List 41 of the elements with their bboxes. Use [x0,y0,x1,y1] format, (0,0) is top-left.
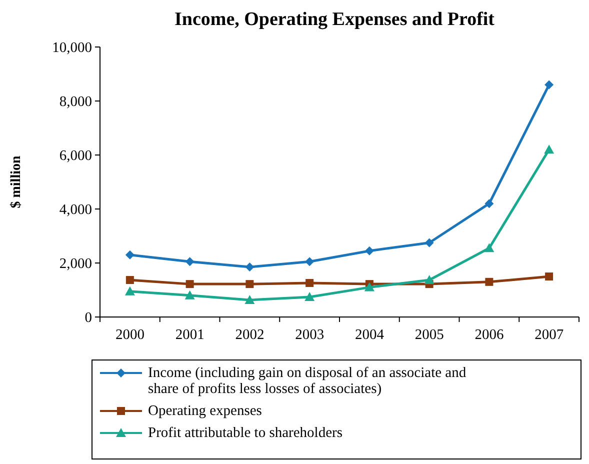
point [544,144,554,154]
legend-label: Profit attributable to shareholders [148,425,343,441]
point [125,250,134,260]
chart-title: Income, Operating Expenses and Profit [174,9,496,30]
point [364,282,374,292]
y-tick-label: 6,000 [59,148,92,164]
point [545,272,554,280]
point [246,280,254,288]
x-tick-label: 2005 [414,327,444,343]
point [186,280,194,288]
point [424,238,434,248]
x-tick-label: 2006 [474,327,504,343]
point [306,278,314,287]
point [244,294,255,304]
point [544,80,554,90]
y-tick-label: 10,000 [52,40,92,56]
y-axis-title: $ million [9,156,24,208]
point [484,199,494,208]
point [424,275,434,284]
y-tick-label: 2,000 [59,256,92,272]
point [484,243,494,252]
point [245,262,254,272]
point [364,246,374,256]
y-tick-label: 0 [84,310,92,326]
x-tick-label: 2007 [534,327,564,343]
point [185,257,194,266]
x-tick-label: 2001 [175,327,204,343]
point [124,286,135,296]
point [126,276,134,284]
legend-label: Income (including gain on disposal of an associate and share of profits less losses of associates) [148,365,467,397]
point [305,257,314,266]
legend-label: Operating expenses [148,403,262,419]
x-tick-label: 2000 [115,327,144,343]
point [304,292,315,302]
x-tick-label: 2004 [354,327,385,343]
x-tick-label: 2003 [295,327,324,343]
y-tick-label: 8,000 [59,94,92,110]
y-tick-label: 4,000 [59,202,92,218]
x-tick-label: 2002 [235,327,264,343]
point [485,278,494,286]
point [184,290,195,300]
